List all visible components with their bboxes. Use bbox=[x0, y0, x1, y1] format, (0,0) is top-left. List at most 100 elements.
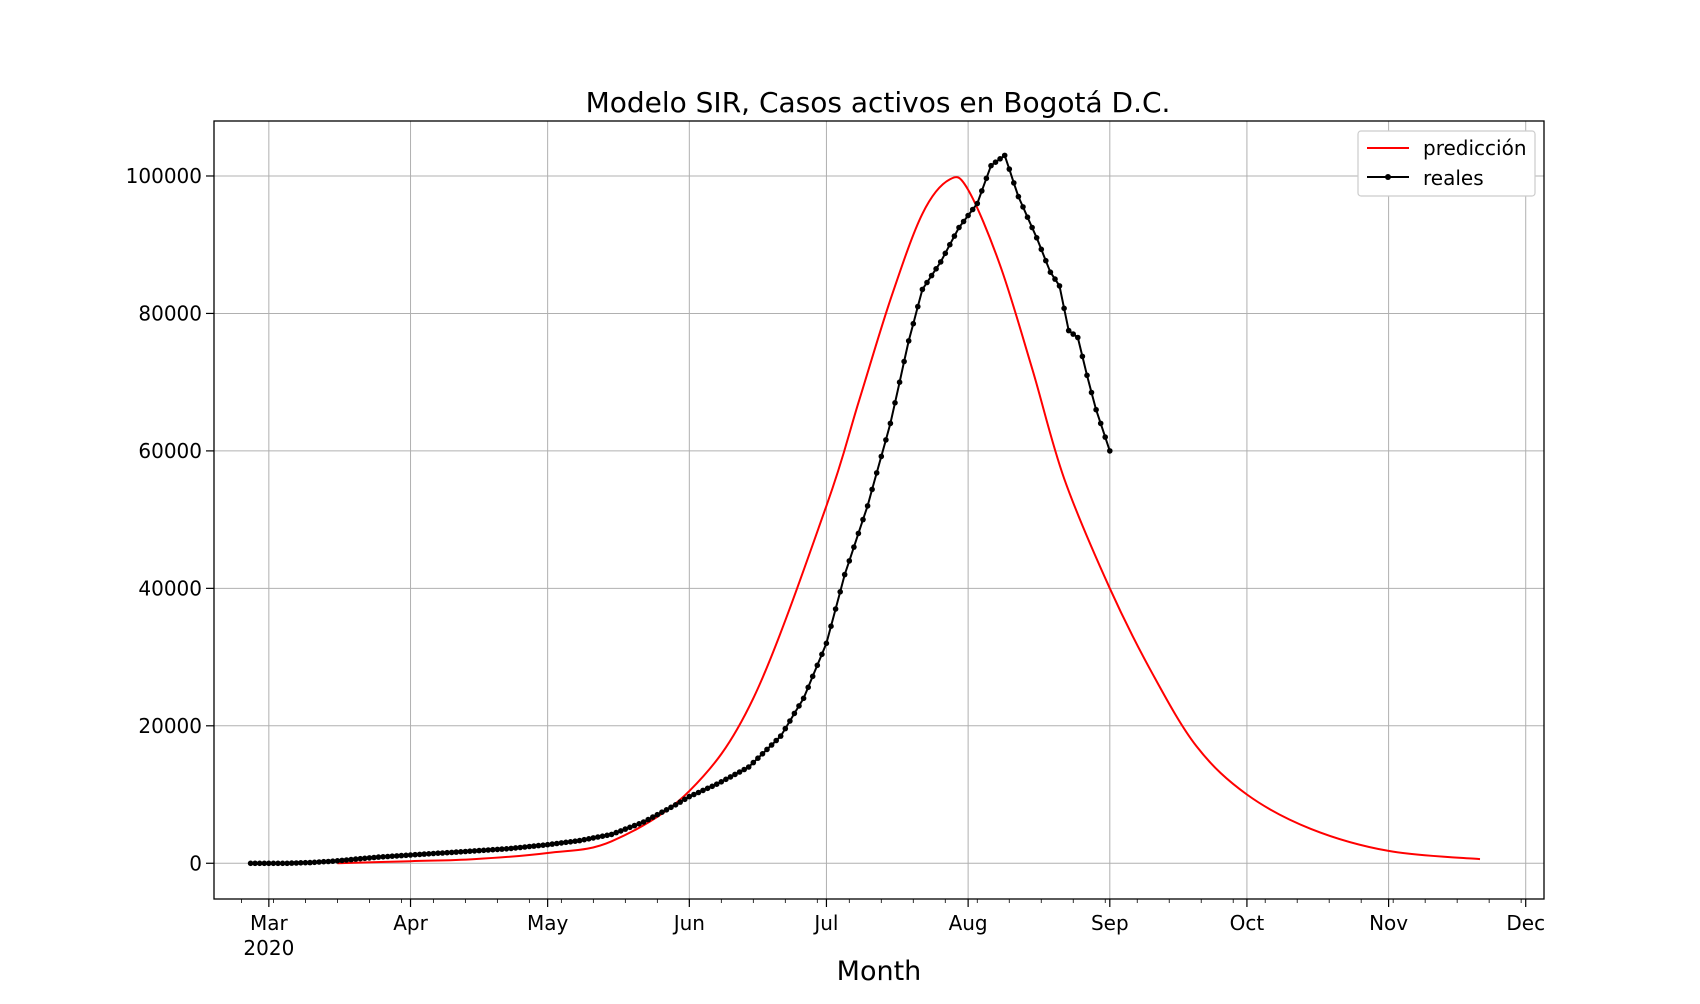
data-point-reales bbox=[357, 855, 364, 862]
data-point-reales bbox=[252, 860, 258, 867]
data-point-reales bbox=[1093, 406, 1099, 413]
data-point-reales bbox=[924, 279, 930, 286]
data-point-reales bbox=[371, 854, 377, 861]
data-point-reales bbox=[682, 796, 688, 803]
data-point-reales bbox=[586, 836, 592, 842]
data-point-reales bbox=[892, 400, 898, 406]
data-point-reales bbox=[320, 858, 327, 865]
data-point-reales bbox=[471, 848, 478, 854]
data-point-reales bbox=[809, 673, 816, 680]
data-point-reales bbox=[1107, 448, 1113, 454]
data-point-reales bbox=[979, 188, 985, 194]
data-point-reales bbox=[293, 860, 300, 866]
chart-title: Modelo SIR, Casos activos en Bogotá D.C. bbox=[586, 86, 1171, 119]
data-point-reales bbox=[1043, 257, 1049, 264]
data-point-reales bbox=[1056, 283, 1063, 289]
data-point-reales bbox=[969, 206, 976, 213]
data-point-reales bbox=[366, 855, 373, 861]
data-point-reales bbox=[526, 843, 533, 850]
data-point-reales bbox=[307, 859, 313, 866]
data-point-reales bbox=[992, 159, 999, 165]
data-point-reales bbox=[750, 759, 757, 766]
data-point-reales bbox=[343, 857, 350, 863]
data-point-reales bbox=[718, 779, 725, 785]
data-point-reales bbox=[430, 850, 437, 857]
data-point-reales bbox=[1047, 269, 1054, 276]
data-point-reales bbox=[1033, 235, 1040, 241]
data-point-reales bbox=[759, 751, 766, 757]
data-point-reales bbox=[988, 162, 994, 169]
y-tick-label-80000: 80000 bbox=[138, 301, 202, 325]
x-tick-label-jun: Jun bbox=[672, 911, 705, 935]
data-point-reales bbox=[334, 858, 341, 864]
data-point-reales bbox=[330, 858, 336, 864]
y-tick-label-20000: 20000 bbox=[138, 714, 202, 738]
data-point-reales bbox=[777, 733, 784, 739]
data-point-reales bbox=[311, 859, 318, 866]
data-point-reales bbox=[394, 853, 400, 859]
data-point-reales bbox=[448, 849, 455, 856]
legend-label-reales: reales bbox=[1423, 166, 1484, 190]
plot-frame bbox=[213, 120, 1545, 900]
data-point-reales bbox=[937, 259, 944, 265]
data-point-reales bbox=[1065, 327, 1072, 334]
x-tick-label-nov: Nov bbox=[1369, 911, 1408, 935]
data-point-reales bbox=[275, 860, 281, 867]
data-point-reales bbox=[745, 764, 752, 770]
data-point-reales bbox=[380, 854, 386, 860]
data-point-reales bbox=[508, 845, 514, 852]
data-point-reales bbox=[732, 771, 738, 778]
data-point-reales bbox=[544, 841, 551, 848]
data-point-reales bbox=[1024, 214, 1031, 220]
data-point-reales bbox=[279, 860, 286, 867]
data-point-reales bbox=[951, 233, 958, 239]
data-point-reales bbox=[261, 860, 268, 867]
data-point-reales bbox=[846, 558, 853, 564]
data-point-reales bbox=[398, 852, 405, 859]
legend-marker-reales bbox=[1385, 174, 1391, 180]
data-point-reales bbox=[480, 847, 487, 854]
data-point-reales bbox=[503, 846, 510, 852]
x-tick-label-sep: Sep bbox=[1091, 911, 1129, 935]
data-point-reales bbox=[796, 703, 802, 709]
data-point-reales bbox=[1020, 204, 1026, 210]
data-point-reales bbox=[517, 844, 523, 851]
data-point-reales bbox=[942, 250, 949, 257]
data-point-reales bbox=[727, 774, 734, 780]
data-point-reales bbox=[298, 860, 304, 866]
data-point-reales bbox=[878, 453, 885, 460]
data-point-reales bbox=[1070, 331, 1076, 337]
data-point-reales bbox=[800, 695, 807, 702]
data-point-reales bbox=[956, 224, 962, 231]
data-point-reales bbox=[1097, 420, 1104, 427]
data-point-reales bbox=[928, 272, 935, 279]
data-point-reales bbox=[576, 837, 583, 844]
data-point-reales bbox=[494, 846, 501, 853]
data-point-reales bbox=[1011, 180, 1017, 186]
data-point-reales bbox=[997, 156, 1003, 162]
series-line-prediccion bbox=[337, 176, 1481, 865]
data-point-reales bbox=[713, 781, 720, 787]
data-point-reales bbox=[974, 200, 981, 207]
data-point-reales bbox=[805, 684, 811, 691]
data-point-reales bbox=[325, 858, 332, 865]
data-point-reales bbox=[581, 836, 587, 843]
data-point-reales bbox=[627, 824, 633, 831]
x-tick-label-dec: Dec bbox=[1506, 911, 1545, 935]
data-point-reales bbox=[540, 842, 546, 848]
data-point-reales bbox=[860, 516, 866, 523]
x-tick-label-aug: Aug bbox=[949, 911, 988, 935]
data-point-reales bbox=[554, 840, 560, 847]
data-point-reales bbox=[453, 849, 460, 855]
data-point-reales bbox=[668, 804, 674, 811]
data-point-reales bbox=[599, 833, 606, 839]
data-point-reales bbox=[490, 846, 496, 853]
data-point-reales bbox=[608, 831, 615, 838]
data-point-reales bbox=[416, 851, 423, 858]
series-line-reales bbox=[250, 153, 1111, 865]
data-point-reales bbox=[549, 841, 555, 847]
data-point-reales bbox=[558, 840, 565, 846]
data-point-reales bbox=[901, 358, 907, 365]
data-point-reales bbox=[768, 742, 775, 748]
